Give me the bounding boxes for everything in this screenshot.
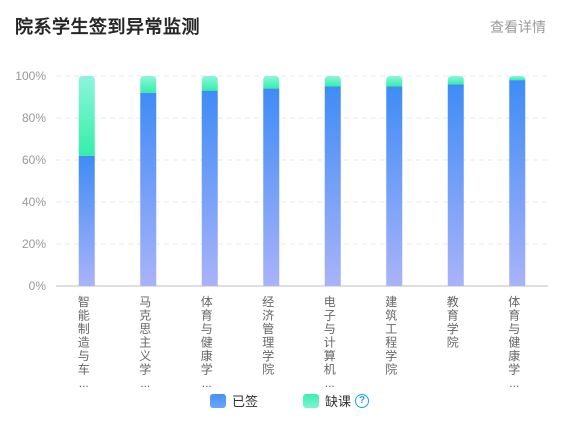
attendance-chart: 0% 20% 40% 60% 80% 100% 智能制造与车... 马克思主义学... 体育与健… <box>15 69 548 390</box>
y-tick-label: 0% <box>29 279 47 293</box>
bar-missed <box>447 76 464 85</box>
bar-signed <box>447 84 464 287</box>
x-tick-label: 体育与健康学... <box>508 295 520 390</box>
y-tick-label: 80% <box>22 111 46 125</box>
x-tick-label: 体育与健康学... <box>201 295 213 390</box>
bar-signed <box>324 86 341 286</box>
question-circle-icon[interactable]: ? <box>355 393 370 408</box>
legend-label-signed: 已签 <box>232 394 259 409</box>
legend-label-missed: 缺课 <box>325 394 352 409</box>
bar-missed <box>78 76 95 156</box>
legend-item-signed[interactable]: 已签 <box>210 391 258 410</box>
bar-missed <box>263 76 280 89</box>
legend-swatch-signed <box>210 393 226 408</box>
y-tick-label: 20% <box>22 237 46 251</box>
bar-signed <box>386 86 403 286</box>
bar-signed <box>201 90 218 286</box>
legend-item-missed[interactable]: 缺课 ? <box>303 391 370 410</box>
page-title: 院系学生签到异常监测 <box>15 17 200 37</box>
bar-missed <box>201 76 218 91</box>
legend-swatch-missed <box>303 393 319 408</box>
y-tick-label: 60% <box>22 153 46 167</box>
bar-missed <box>386 76 403 87</box>
x-tick-label: 马克思主义学... <box>139 295 151 390</box>
y-tick-label: 100% <box>15 69 46 83</box>
x-tick-label: 智能制造与车... <box>78 294 90 390</box>
bar-missed <box>509 76 526 81</box>
x-tick-label: 教育学院 <box>447 294 459 350</box>
bar-signed <box>509 80 526 286</box>
chart-legend: 已签 缺课 ? <box>0 391 563 411</box>
x-tick-label: 经济管理学院 <box>262 295 274 377</box>
bar-signed <box>78 155 95 286</box>
y-tick-label: 40% <box>22 195 46 209</box>
x-tick-label: 建筑工程学院 <box>385 295 397 377</box>
view-details-link[interactable]: 查看详情 <box>490 19 546 35</box>
x-tick-label: 电子与计算机... <box>324 295 336 390</box>
bar-signed <box>263 88 280 286</box>
bar-missed <box>140 76 157 93</box>
bar-signed <box>140 92 157 286</box>
bar-missed <box>324 76 341 87</box>
